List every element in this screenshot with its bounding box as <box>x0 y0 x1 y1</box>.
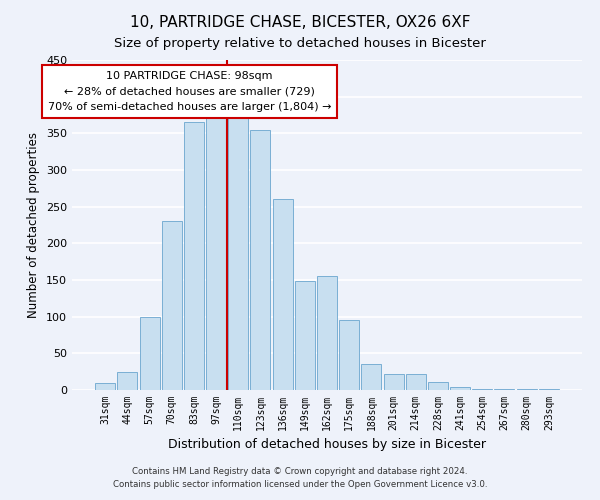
Bar <box>339 320 359 390</box>
Bar <box>162 222 182 390</box>
Text: 10, PARTRIDGE CHASE, BICESTER, OX26 6XF: 10, PARTRIDGE CHASE, BICESTER, OX26 6XF <box>130 15 470 30</box>
Bar <box>295 282 315 390</box>
Bar <box>206 115 226 390</box>
Bar <box>228 115 248 390</box>
Bar <box>450 387 470 390</box>
X-axis label: Distribution of detached houses by size in Bicester: Distribution of detached houses by size … <box>168 438 486 452</box>
Bar <box>140 316 160 390</box>
Bar <box>317 276 337 390</box>
Text: Size of property relative to detached houses in Bicester: Size of property relative to detached ho… <box>114 38 486 51</box>
Bar <box>406 374 426 390</box>
Bar <box>250 130 271 390</box>
Bar <box>472 388 492 390</box>
Text: Contains HM Land Registry data © Crown copyright and database right 2024.
Contai: Contains HM Land Registry data © Crown c… <box>113 467 487 489</box>
Bar <box>361 364 382 390</box>
Text: 10 PARTRIDGE CHASE: 98sqm
← 28% of detached houses are smaller (729)
70% of semi: 10 PARTRIDGE CHASE: 98sqm ← 28% of detac… <box>48 71 331 112</box>
Bar <box>118 372 137 390</box>
Bar <box>272 200 293 390</box>
Bar <box>184 122 204 390</box>
Y-axis label: Number of detached properties: Number of detached properties <box>28 132 40 318</box>
Bar <box>383 374 404 390</box>
Bar <box>95 382 115 390</box>
Bar <box>539 388 559 390</box>
Bar <box>428 382 448 390</box>
